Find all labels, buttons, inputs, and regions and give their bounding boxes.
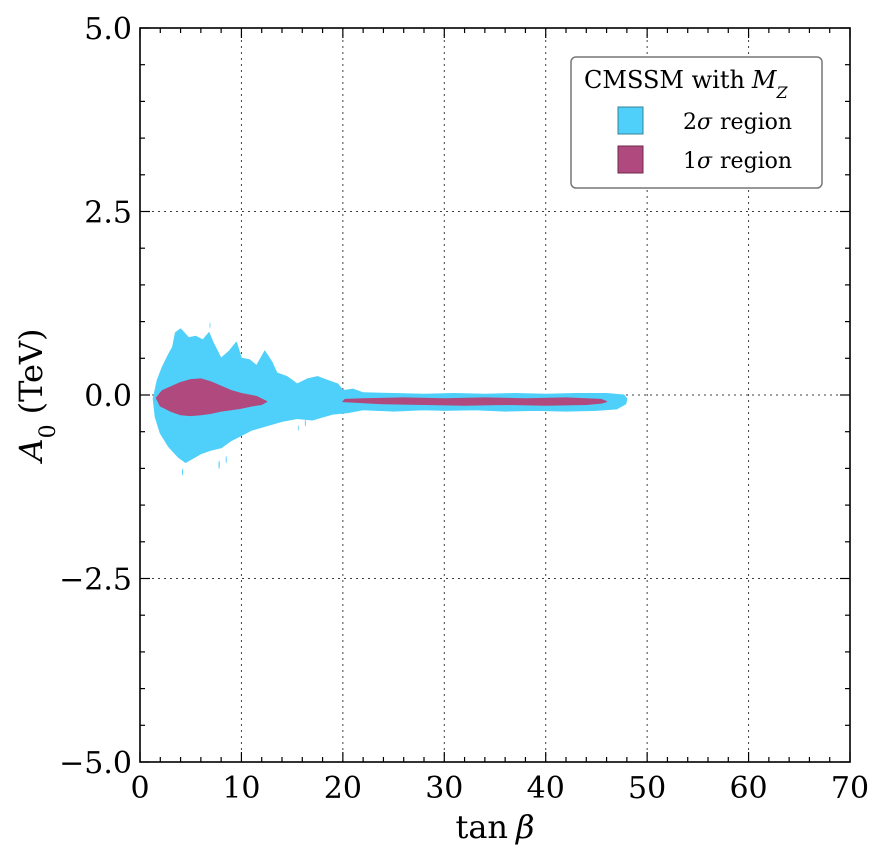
legend-title: CMSSM with MZ bbox=[584, 66, 789, 102]
confidence-regions bbox=[152, 322, 628, 476]
axes bbox=[139, 27, 851, 763]
legend-title-symbol: M bbox=[751, 66, 778, 94]
two-sigma-island bbox=[225, 455, 227, 464]
legend-label-2sigma-sym: σ bbox=[697, 110, 713, 135]
two-sigma-region bbox=[152, 328, 628, 463]
x-tick-label: 10 bbox=[222, 771, 260, 806]
x-axis-title: tan β bbox=[455, 808, 534, 846]
legend-title-text: CMSSM with bbox=[584, 66, 745, 94]
x-tick-label: 50 bbox=[628, 771, 666, 806]
y-tick-label: 2.5 bbox=[84, 196, 132, 231]
legend-label-2sigma-num: 2 bbox=[683, 110, 697, 135]
two-sigma-island bbox=[182, 468, 184, 476]
y-tick-label: −2.5 bbox=[59, 563, 132, 598]
legend: CMSSM with MZ 2σ region 1σ region bbox=[570, 56, 823, 189]
x-axis-title-func: tan bbox=[455, 808, 508, 846]
legend-title-subscript: Z bbox=[776, 83, 789, 102]
x-tick-label: 70 bbox=[831, 771, 869, 806]
y-tick-label: 0.0 bbox=[84, 379, 132, 414]
tick-labels: 0 10 20 30 40 50 60 70 −5.0 −2.5 0.0 2.5 5.0 bbox=[59, 12, 869, 806]
legend-label-1sigma-text: region bbox=[720, 149, 792, 174]
two-sigma-island bbox=[297, 425, 299, 431]
y-axis-title-unit: (TeV) bbox=[12, 329, 50, 415]
x-tick-label: 60 bbox=[729, 771, 767, 806]
legend-swatch-1sigma bbox=[617, 145, 644, 174]
y-axis-title-subscript: 0 bbox=[36, 424, 61, 438]
one-sigma-region bbox=[155, 378, 268, 417]
y-axis-title-symbol: A bbox=[12, 438, 50, 464]
two-sigma-island bbox=[209, 322, 211, 329]
legend-label-1sigma-sym: σ bbox=[697, 149, 713, 174]
x-axis-title-symbol: β bbox=[515, 808, 535, 846]
y-axis-title: A0 (TeV) bbox=[12, 329, 61, 465]
x-tick-label: 0 bbox=[130, 771, 149, 806]
one-sigma-region bbox=[342, 397, 608, 406]
y-tick-label: −5.0 bbox=[59, 746, 132, 781]
y-tick-label: 5.0 bbox=[84, 12, 132, 47]
two-sigma-island bbox=[218, 460, 220, 470]
x-tick-label: 30 bbox=[425, 771, 463, 806]
legend-label-2sigma-text: region bbox=[720, 110, 792, 135]
x-tick-label: 20 bbox=[324, 771, 362, 806]
x-tick-label: 40 bbox=[527, 771, 565, 806]
legend-label-1sigma-num: 1 bbox=[683, 149, 697, 174]
two-sigma-island bbox=[304, 419, 306, 427]
legend-swatch-2sigma bbox=[617, 106, 644, 135]
legend-label-1sigma: 1σ region bbox=[683, 149, 792, 174]
legend-label-2sigma: 2σ region bbox=[683, 110, 792, 135]
